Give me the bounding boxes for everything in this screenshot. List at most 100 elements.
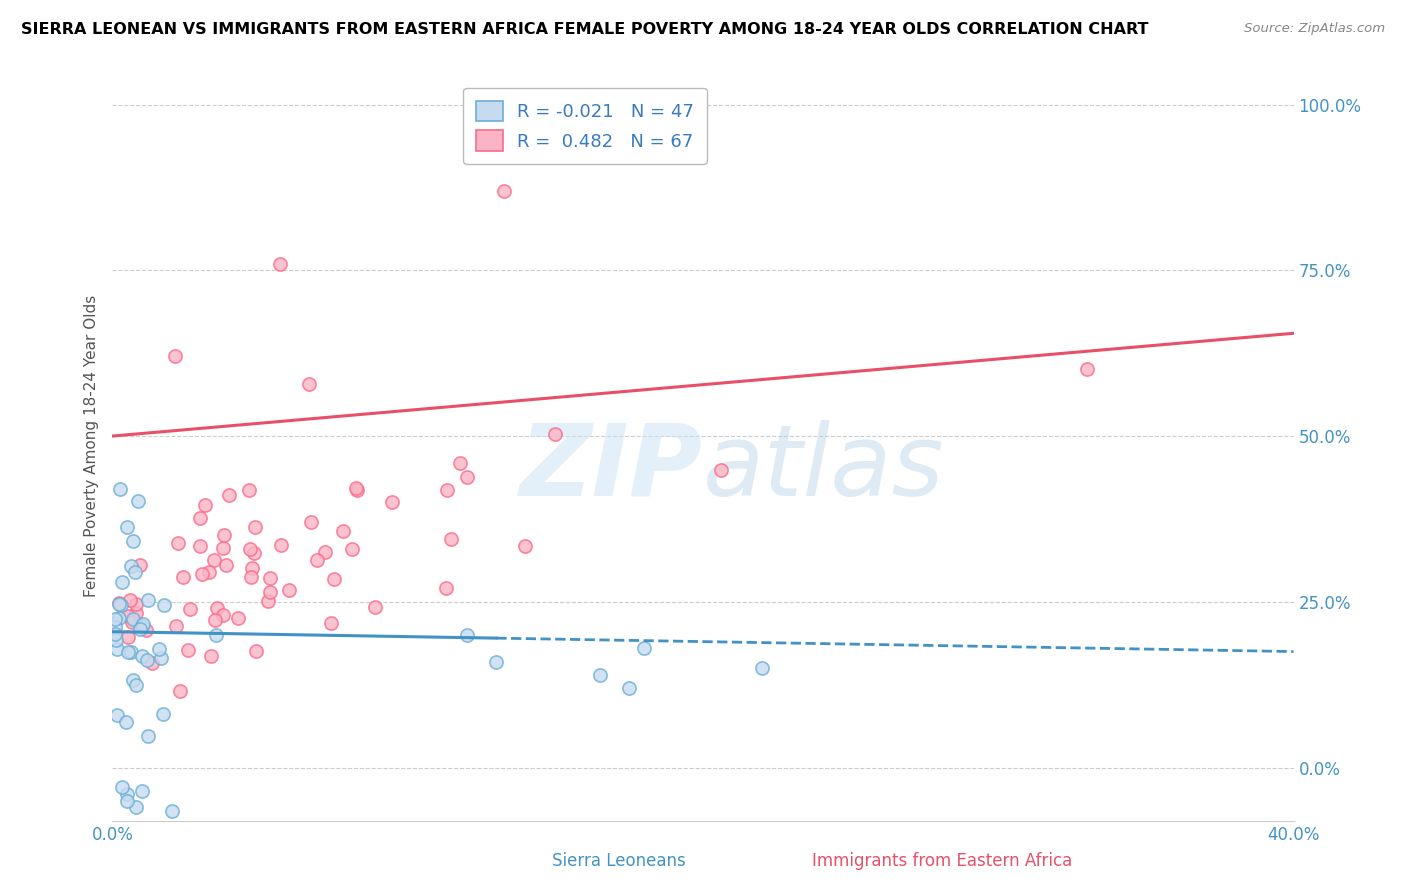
- Text: SIERRA LEONEAN VS IMMIGRANTS FROM EASTERN AFRICA FEMALE POVERTY AMONG 18-24 YEAR: SIERRA LEONEAN VS IMMIGRANTS FROM EASTER…: [21, 22, 1149, 37]
- Point: [346, 483, 368, 497]
- Point: [449, 456, 471, 470]
- Point: [588, 667, 610, 681]
- Point: [121, 615, 143, 629]
- Point: [440, 532, 463, 546]
- Point: [148, 641, 170, 656]
- Point: [238, 483, 260, 498]
- Point: [751, 661, 773, 675]
- Point: [259, 571, 281, 585]
- Point: [434, 582, 457, 596]
- Point: [117, 608, 139, 623]
- Point: [115, 520, 138, 534]
- Point: [513, 539, 536, 553]
- Point: [124, 565, 146, 579]
- Point: [228, 610, 250, 624]
- Point: [299, 516, 322, 530]
- Point: [194, 498, 217, 512]
- Point: [188, 539, 211, 553]
- Point: [136, 729, 159, 743]
- Point: [141, 656, 163, 670]
- Point: [188, 511, 211, 525]
- Text: atlas: atlas: [703, 420, 945, 517]
- Point: [162, 804, 184, 818]
- Point: [381, 495, 404, 509]
- Point: [121, 612, 143, 626]
- Point: [136, 593, 159, 607]
- Point: [165, 350, 187, 364]
- Point: [108, 597, 131, 611]
- Point: [127, 493, 149, 508]
- Point: [364, 600, 387, 615]
- Point: [494, 184, 516, 198]
- Point: [103, 626, 125, 640]
- Point: [129, 619, 152, 633]
- Point: [239, 542, 262, 557]
- Point: [436, 483, 458, 497]
- Point: [122, 533, 145, 548]
- Point: [129, 622, 152, 636]
- Text: Immigrants from Eastern Africa: Immigrants from Eastern Africa: [811, 852, 1073, 870]
- Point: [202, 553, 225, 567]
- Point: [125, 606, 148, 620]
- Point: [212, 527, 235, 541]
- Point: [314, 545, 336, 559]
- Text: ZIP: ZIP: [520, 420, 703, 517]
- Point: [120, 558, 142, 573]
- Point: [152, 706, 174, 721]
- Point: [167, 536, 190, 550]
- Point: [104, 620, 127, 634]
- Point: [150, 651, 173, 665]
- Point: [323, 572, 346, 586]
- Point: [108, 596, 131, 610]
- Point: [218, 488, 240, 502]
- Point: [245, 643, 267, 657]
- Point: [619, 681, 641, 695]
- Point: [269, 257, 291, 271]
- Text: Sierra Leoneans: Sierra Leoneans: [551, 852, 686, 870]
- Point: [115, 714, 138, 729]
- Text: Source: ZipAtlas.com: Source: ZipAtlas.com: [1244, 22, 1385, 36]
- Point: [111, 575, 134, 590]
- Point: [340, 542, 363, 557]
- Point: [120, 593, 142, 607]
- Point: [270, 538, 292, 552]
- Point: [485, 655, 508, 669]
- Point: [456, 628, 478, 642]
- Point: [344, 481, 367, 495]
- Point: [177, 642, 200, 657]
- Point: [128, 558, 150, 572]
- Point: [117, 794, 139, 808]
- Point: [205, 628, 228, 642]
- Point: [125, 678, 148, 692]
- Point: [298, 377, 321, 392]
- Point: [544, 426, 567, 441]
- Point: [120, 645, 142, 659]
- Point: [710, 462, 733, 476]
- Point: [200, 649, 222, 664]
- Point: [198, 565, 221, 579]
- Point: [319, 616, 342, 631]
- Point: [132, 617, 155, 632]
- Point: [305, 553, 328, 567]
- Point: [135, 623, 157, 637]
- Point: [211, 607, 233, 622]
- Point: [105, 708, 128, 723]
- Point: [124, 597, 146, 611]
- Point: [633, 641, 655, 656]
- Point: [122, 673, 145, 687]
- Point: [456, 470, 478, 484]
- Point: [240, 561, 263, 575]
- Point: [104, 633, 127, 648]
- Point: [131, 648, 153, 663]
- Point: [332, 524, 354, 539]
- Point: [108, 482, 131, 496]
- Point: [1076, 361, 1098, 376]
- Point: [212, 541, 235, 556]
- Point: [104, 612, 127, 626]
- Point: [242, 545, 264, 559]
- Point: [243, 520, 266, 534]
- Point: [110, 598, 132, 612]
- Point: [215, 558, 238, 572]
- Point: [179, 602, 201, 616]
- Point: [165, 619, 187, 633]
